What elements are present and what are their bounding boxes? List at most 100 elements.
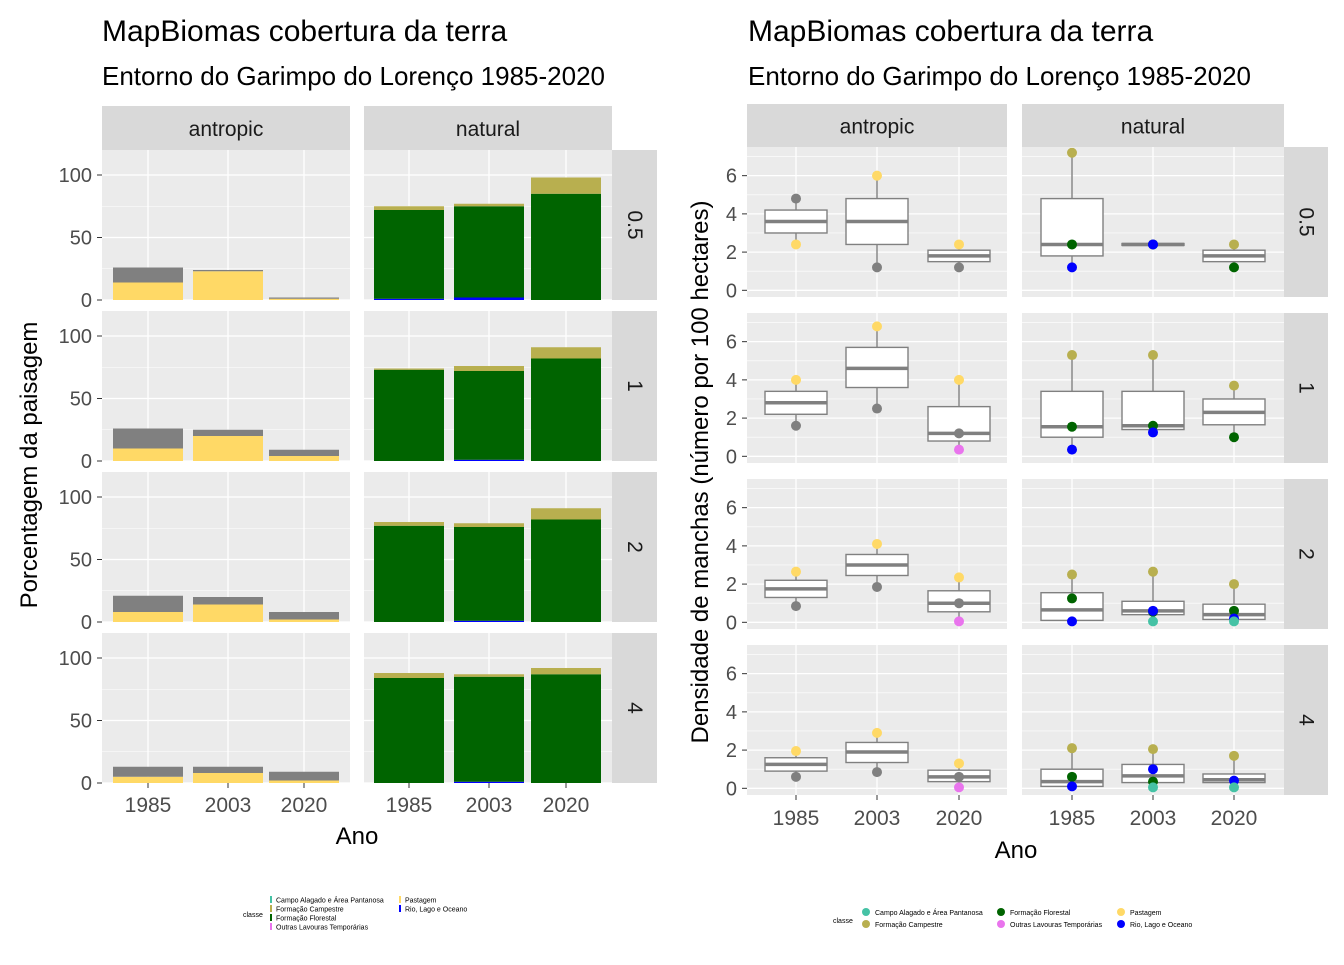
bar-segment-forma-o-florestal <box>454 527 524 621</box>
bar-segment-antropic-grey <box>113 595 183 612</box>
bar-segment-forma-o-campestre <box>531 668 601 675</box>
bar-segment-antropic-grey <box>113 428 183 449</box>
point-forma-o-florestal <box>1067 771 1077 782</box>
bar-segment-forma-o-florestal <box>374 525 444 622</box>
strip-row-4 <box>1284 645 1328 795</box>
point-pastagem <box>954 239 964 250</box>
bar-segment-forma-o-campestre <box>374 522 444 526</box>
legend-label-outras-lavouras-tempor-rias: Outras Lavouras Temporárias <box>1010 922 1103 929</box>
legend-label-forma-o-florestal: Formação Florestal <box>276 916 337 923</box>
strip-row-label-2: 2 <box>1295 548 1318 560</box>
point-antropic-grey <box>954 262 964 273</box>
left-chart-title: MapBiomas cobertura da terra <box>102 15 508 48</box>
strip-label-antropic: antropic <box>840 116 915 139</box>
x-tick-label: 2003 <box>466 794 513 817</box>
y-tick-label: 6 <box>726 664 737 686</box>
bar-segment-pastagem <box>193 436 263 461</box>
legend-label-outras-lavouras-tempor-rias: Outras Lavouras Temporárias <box>276 925 369 932</box>
y-tick-label: 0 <box>81 773 92 795</box>
point-rio-lago-e-oceano <box>1148 239 1158 250</box>
y-tick-label: 0 <box>726 446 737 468</box>
bar-segment-forma-o-florestal <box>454 206 524 298</box>
bar-segment-pastagem <box>193 271 263 300</box>
bar-segment-pastagem <box>269 780 339 783</box>
legend-label-pastagem: Pastagem <box>1130 910 1162 917</box>
strip-row-label-1: 1 <box>1295 382 1318 394</box>
y-tick-label: 0 <box>81 290 92 312</box>
legend-label-rio-lago-e-oceano: Rio, Lago e Oceano <box>1130 922 1192 929</box>
strip-row-label-1: 1 <box>623 380 646 392</box>
bar-segment-antropic-grey <box>193 429 263 436</box>
point-forma-o-campestre <box>1229 380 1239 391</box>
strip-row-label-0-5: 0.5 <box>623 210 646 239</box>
y-tick-label: 0 <box>726 778 737 800</box>
bar-segment-antropic-grey <box>269 771 339 781</box>
legend-key-pastagem <box>1117 908 1125 916</box>
legend-key-rio-lago-e-oceano <box>399 905 401 912</box>
point-forma-o-campestre <box>1229 239 1239 250</box>
bar-segment-forma-o-florestal <box>531 193 601 300</box>
right-chart-xlabel: Ano <box>995 837 1038 864</box>
x-tick-label: 2020 <box>543 794 590 817</box>
point-forma-o-campestre <box>1148 566 1158 577</box>
strip-row-4 <box>612 633 657 783</box>
point-outras-lavouras-tempor-rias <box>954 444 964 455</box>
point-rio-lago-e-oceano <box>1067 781 1077 792</box>
point-antropic-grey <box>872 581 882 592</box>
strip-row-label-0-5: 0.5 <box>1295 207 1318 236</box>
y-tick-label: 6 <box>726 166 737 188</box>
bar-segment-antropic-grey <box>269 297 339 299</box>
bar-segment-pastagem <box>269 298 339 300</box>
right-legend-title: classe <box>833 918 853 925</box>
point-forma-o-campestre <box>1067 569 1077 580</box>
bar-segment-forma-o-florestal <box>374 369 444 461</box>
point-antropic-grey <box>791 771 801 782</box>
bar-segment-forma-o-campestre <box>454 674 524 677</box>
point-forma-o-campestre <box>1229 579 1239 590</box>
x-tick-label: 1985 <box>1049 807 1096 830</box>
y-tick-label: 6 <box>726 498 737 520</box>
x-tick-label: 1985 <box>386 794 433 817</box>
panel-bg <box>102 633 350 783</box>
strip-row-1 <box>1284 313 1328 463</box>
point-antropic-grey <box>791 601 801 612</box>
strip-label-antropic: antropic <box>189 118 264 141</box>
bar-segment-forma-o-florestal <box>531 358 601 461</box>
y-tick-label: 50 <box>70 711 92 733</box>
legend-key-forma-o-florestal <box>270 914 272 921</box>
y-tick-label: 50 <box>70 389 92 411</box>
point-outras-lavouras-tempor-rias <box>954 616 964 627</box>
point-rio-lago-e-oceano <box>1148 605 1158 616</box>
left-legend: Campo Alagado e Área Pantanosa Formação C… <box>270 896 467 932</box>
bar-segment-pastagem <box>113 776 183 783</box>
x-tick-label: 2020 <box>1211 807 1258 830</box>
legend-key-forma-o-campestre <box>270 905 272 912</box>
strip-natural <box>364 106 612 150</box>
x-tick-label: 1985 <box>773 807 820 830</box>
point-campo-alagado-e-rea-pantanosa <box>1229 782 1239 793</box>
point-forma-o-florestal <box>1229 262 1239 273</box>
point-antropic-grey <box>954 771 964 782</box>
x-tick-label: 2003 <box>205 794 252 817</box>
point-antropic-grey <box>954 428 964 439</box>
bar-segment-antropic-grey <box>193 597 263 605</box>
point-antropic-grey <box>954 598 964 609</box>
bar-segment-rio-lago-e-oceano <box>454 297 524 300</box>
bar-segment-forma-o-campestre <box>374 206 444 210</box>
point-antropic-grey <box>791 193 801 204</box>
point-pastagem <box>791 374 801 385</box>
left-bar-chart: antropic natural 0.5 1 2 4 0 50 100 0 50 100 0 50 100 0… <box>59 106 657 817</box>
point-forma-o-florestal <box>1067 593 1077 604</box>
bar-segment-antropic-grey <box>269 449 339 456</box>
point-outras-lavouras-tempor-rias <box>954 782 964 793</box>
bar-segment-rio-lago-e-oceano <box>454 459 524 461</box>
legend-key-pastagem <box>399 896 401 903</box>
y-tick-label: 4 <box>726 370 737 392</box>
right-chart-subtitle: Entorno do Garimpo do Lorenço 1985-2020 <box>748 61 1251 91</box>
y-tick-label: 6 <box>726 332 737 354</box>
strip-row-label-4: 4 <box>623 702 646 714</box>
bar-segment-forma-o-florestal <box>374 210 444 299</box>
y-tick-label: 2 <box>726 740 737 762</box>
bar-segment-forma-o-campestre <box>454 523 524 527</box>
